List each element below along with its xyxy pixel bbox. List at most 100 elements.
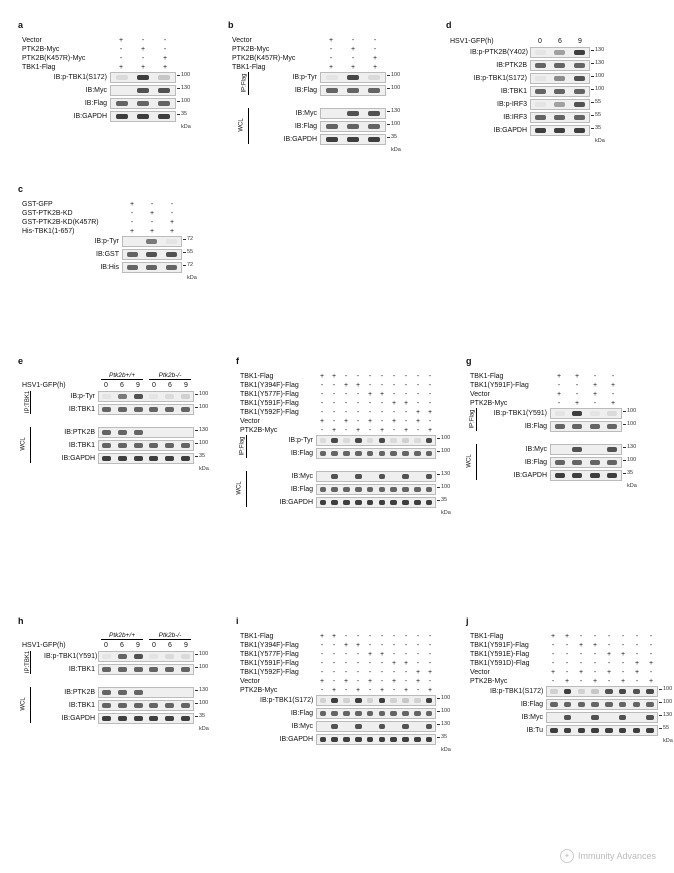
blot-band bbox=[426, 500, 433, 505]
genotype-label: Ptk2b+/+ bbox=[98, 372, 146, 379]
western-blot bbox=[98, 453, 194, 464]
western-blot bbox=[110, 98, 176, 109]
blot-band bbox=[535, 128, 546, 133]
plus-minus: + bbox=[644, 660, 658, 667]
plus-minus: - bbox=[364, 409, 376, 416]
mw-marker: 55 bbox=[595, 112, 601, 118]
blot-band bbox=[165, 716, 174, 721]
blot-band bbox=[368, 75, 380, 80]
treatment-label: TBK1(Y591D)-Flag bbox=[470, 660, 546, 667]
plus-minus: + bbox=[162, 219, 182, 226]
blot-band bbox=[320, 487, 327, 492]
panel-f: f TBK1-Flag++--------TBK1(Y394F)-Flag--+… bbox=[240, 360, 450, 516]
ip-label: WCL bbox=[237, 481, 243, 494]
genotype-label: Ptk2b-/- bbox=[146, 632, 194, 639]
blot-band bbox=[343, 487, 350, 492]
blot-band bbox=[646, 728, 654, 733]
plus-minus: + bbox=[316, 373, 328, 380]
plus-minus: + bbox=[388, 400, 400, 407]
time-point: 0 bbox=[146, 382, 162, 389]
plus-minus: + bbox=[154, 64, 176, 71]
plus-minus: + bbox=[340, 382, 352, 389]
kda-label: kDa bbox=[199, 466, 222, 472]
mw-marker: 100 bbox=[199, 700, 208, 706]
blot-band bbox=[367, 711, 374, 716]
ib-label: IB:p-TBK1(S172) bbox=[260, 697, 316, 704]
panel-j: j TBK1-Flag++------TBK1(Y591F)-Flag--++-… bbox=[470, 620, 670, 744]
plus-minus: - bbox=[316, 642, 328, 649]
plus-minus: + bbox=[316, 633, 328, 640]
time-point: 0 bbox=[98, 642, 114, 649]
mw-marker: 130 bbox=[595, 47, 604, 53]
blot-band bbox=[149, 394, 158, 399]
blot-band bbox=[355, 451, 362, 456]
time-header: HSV1-GFP(h) bbox=[22, 382, 98, 389]
mw-marker: 130 bbox=[441, 721, 450, 727]
ib-label: IB:Flag bbox=[260, 710, 316, 717]
plus-minus: - bbox=[586, 400, 604, 407]
blot-band bbox=[320, 500, 327, 505]
western-blot bbox=[98, 700, 194, 711]
blot-band bbox=[402, 487, 409, 492]
ib-label: IB:p-TBK1(S172) bbox=[52, 74, 110, 81]
blot-band bbox=[564, 702, 572, 707]
blot-band bbox=[134, 690, 143, 695]
blot-band bbox=[331, 451, 338, 456]
plus-minus: + bbox=[412, 409, 424, 416]
kda-label: kDa bbox=[663, 738, 670, 744]
plus-minus: - bbox=[328, 382, 340, 389]
kda-label: kDa bbox=[391, 147, 422, 153]
plus-minus: - bbox=[588, 633, 602, 640]
blot-band bbox=[102, 667, 111, 672]
mw-marker: 100 bbox=[441, 484, 450, 490]
ib-label: IB:PTK2B bbox=[44, 429, 98, 436]
plus-minus: + bbox=[560, 633, 574, 640]
plus-minus: - bbox=[630, 642, 644, 649]
blot-band bbox=[347, 88, 359, 93]
plus-minus: - bbox=[644, 669, 658, 676]
western-blot bbox=[530, 73, 590, 84]
mw-marker: 130 bbox=[441, 471, 450, 477]
ip-label: WCL bbox=[467, 454, 473, 467]
blot-band bbox=[368, 137, 380, 142]
plus-minus: - bbox=[588, 651, 602, 658]
western-blot bbox=[530, 125, 590, 136]
plus-minus: - bbox=[376, 418, 388, 425]
treatment-label: TBK1(Y394F)-Flag bbox=[240, 642, 316, 649]
western-blot bbox=[530, 47, 590, 58]
plus-minus: - bbox=[546, 660, 560, 667]
mw-marker: 130 bbox=[663, 712, 672, 718]
blot-band bbox=[572, 460, 582, 465]
treatment-label: TBK1(Y592F)-Flag bbox=[240, 669, 316, 676]
plus-minus: + bbox=[122, 228, 142, 235]
western-blot bbox=[316, 497, 436, 508]
blot-band bbox=[379, 487, 386, 492]
kda-label: kDa bbox=[627, 483, 660, 489]
plus-minus: + bbox=[586, 382, 604, 389]
treatment-label: TBK1-Flag bbox=[232, 64, 320, 71]
blot-band bbox=[554, 128, 565, 133]
plus-minus: - bbox=[142, 201, 162, 208]
kda-label: kDa bbox=[199, 726, 222, 732]
plus-minus: + bbox=[122, 201, 142, 208]
blot-band bbox=[564, 728, 572, 733]
plus-minus: - bbox=[340, 687, 352, 694]
plus-minus: + bbox=[560, 678, 574, 685]
blot-band bbox=[555, 473, 565, 478]
plus-minus: + bbox=[604, 400, 622, 407]
western-blot bbox=[546, 686, 658, 697]
blot-band bbox=[158, 88, 170, 93]
blot-band bbox=[368, 88, 380, 93]
time-point: 6 bbox=[114, 382, 130, 389]
blot-band bbox=[426, 724, 433, 729]
plus-minus: - bbox=[424, 651, 436, 658]
blot-band bbox=[402, 474, 409, 479]
blot-band bbox=[578, 689, 586, 694]
mw-marker: 130 bbox=[595, 60, 604, 66]
ib-label: IB:GAPDH bbox=[490, 472, 550, 479]
blot-band bbox=[535, 102, 546, 107]
blot-band bbox=[181, 407, 190, 412]
watermark-icon: ✦ bbox=[560, 849, 574, 863]
western-blot bbox=[530, 112, 590, 123]
plus-minus: - bbox=[352, 660, 364, 667]
